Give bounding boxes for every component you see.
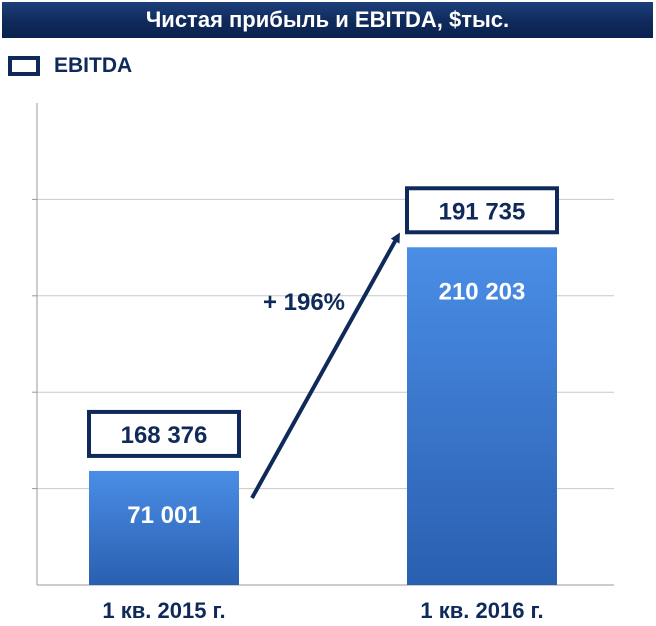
ebitda-box [87,409,241,458]
growth-label: + 196% [263,289,345,316]
bar-1 [89,470,239,585]
labels: 71 001 168 376 1 кв. 2015 г. 210 203 191 735… [87,186,559,623]
legend-swatch [8,56,40,76]
chart-title: Чистая прибыль и EBITDA, $тыс. [2,2,653,38]
x-tick-label: 1 кв. 2015 г. [102,598,225,623]
bar-value-label: 210 203 [439,278,526,305]
ebitda-value-label: 191 735 [439,198,526,225]
x-tick-label: 1 кв. 2016 г. [420,598,543,623]
ebitda-value-label: 168 376 [121,422,208,449]
bar-2 [407,247,557,585]
legend: EBITDA [8,54,132,78]
bars [89,247,557,585]
bar-value-label: 71 001 [127,502,200,529]
growth-arrow [250,232,400,499]
ebitda-box [405,186,559,235]
legend-label: EBITDA [54,54,133,77]
